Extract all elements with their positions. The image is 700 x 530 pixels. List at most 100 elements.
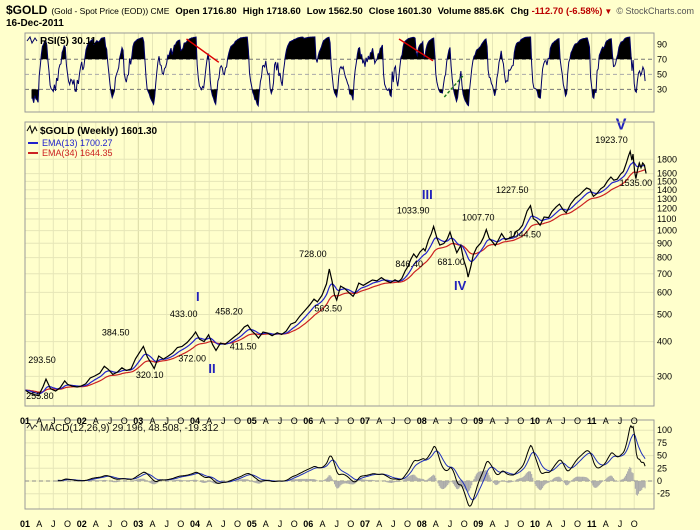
x-axis-label: J — [504, 416, 509, 426]
ema13-label: EMA(13) 1700.27 — [42, 138, 113, 148]
rsi-axis-label: 90 — [657, 39, 667, 49]
quote-high-label: High — [242, 6, 264, 17]
chart-canvas: RSI(5) 30.11 293.50 255.80 384.50 320.10 433.… — [20, 32, 677, 529]
price-panel-border — [24, 121, 655, 407]
x-axis-label: O — [574, 416, 581, 426]
rsi-line — [31, 36, 646, 108]
x-axis-label: 08 — [417, 519, 427, 529]
x-axis-label: J — [504, 519, 509, 529]
price-axis-label: 1200 — [657, 204, 677, 214]
x-axis-label: O — [121, 416, 128, 426]
price-annotation: 320.10 — [136, 370, 164, 380]
wave-label: IV — [454, 278, 467, 293]
wave-label: III — [422, 187, 433, 202]
chart-header: $GOLD (Gold - Spot Price (EOD)) CME Open… — [0, 0, 700, 30]
x-axis-label: A — [546, 519, 552, 529]
price-annotation: 728.00 — [299, 249, 327, 259]
price-annotation: 1044.50 — [509, 229, 542, 239]
price-title: $GOLD (Weekly) 1601.30 — [40, 126, 158, 137]
x-axis-label: O — [517, 416, 524, 426]
annotation-trendline — [443, 73, 465, 98]
annotation-trendline — [398, 38, 434, 62]
change-direction-icon: ▼ — [604, 7, 613, 16]
macd-axis-label: 100 — [657, 425, 672, 435]
rsi-overbought-fill — [31, 36, 646, 60]
wave-label: V — [616, 117, 627, 134]
quote-open-label: Open — [175, 6, 200, 17]
x-axis-label: O — [631, 416, 638, 426]
price-annotation: 372.00 — [178, 353, 206, 363]
x-axis-label: O — [347, 416, 354, 426]
x-axis-label: A — [206, 416, 212, 426]
price-annotation: 681.00 — [437, 257, 465, 267]
price-axis-label: 1100 — [657, 214, 676, 224]
price-annotation: 255.80 — [26, 391, 54, 401]
price-axis-label: 700 — [657, 269, 672, 279]
price-annotation: 293.50 — [28, 355, 56, 365]
quote-open: Open 1716.80 — [175, 6, 236, 17]
rsi-panel-border — [24, 32, 655, 113]
x-axis-label: O — [404, 416, 411, 426]
quote-volume: Volume 885.6K — [438, 6, 505, 17]
price-annotation: 458.20 — [215, 307, 243, 317]
rsi-panel: RSI(5) 30.11 — [24, 32, 655, 113]
ema34-label: EMA(34) 1644.35 — [42, 148, 113, 158]
macd-series-group — [57, 424, 646, 507]
x-axis-label: O — [64, 416, 71, 426]
x-axis-label: 01 — [20, 416, 30, 426]
x-axis-label: A — [433, 519, 439, 529]
price-series-icon — [26, 124, 38, 135]
x-axis-label: J — [164, 519, 169, 529]
price-series-group — [25, 149, 647, 397]
x-axis-label: J — [391, 416, 396, 426]
x-axis-label: 07 — [360, 519, 370, 529]
x-axis-label: A — [489, 519, 495, 529]
x-axis-label: 07 — [360, 416, 370, 426]
x-axis-label: 10 — [530, 519, 540, 529]
x-axis-label: O — [177, 519, 184, 529]
x-axis-label: A — [149, 519, 155, 529]
price-axis-label: 1600 — [657, 169, 677, 179]
quote-low-value: 1562.50 — [328, 6, 363, 17]
macd-axis-label: 75 — [657, 438, 667, 448]
x-axis-label: J — [108, 416, 113, 426]
x-axis-label: O — [517, 519, 524, 529]
x-axis-label: O — [631, 519, 638, 529]
x-axis-label: 10 — [530, 416, 540, 426]
price-annotation: 433.00 — [170, 309, 198, 319]
x-axis-label: J — [448, 416, 453, 426]
date-row: 16-Dec-2011 — [6, 18, 694, 29]
x-axis-label: O — [347, 519, 354, 529]
quote-change-label: Chg — [510, 6, 529, 17]
price-axis-label: 500 — [657, 310, 672, 320]
vertical-gridlines — [38, 420, 635, 509]
x-axis-label: 11 — [587, 416, 597, 426]
x-axis-label: O — [121, 519, 128, 529]
annotation-trendline — [186, 38, 220, 63]
chart-date: 16-Dec-2011 — [6, 18, 64, 29]
rsi-axis-label: 70 — [657, 54, 667, 64]
x-axis-label: A — [376, 519, 382, 529]
x-axis-label: O — [291, 519, 298, 529]
x-axis-label: 06 — [303, 519, 313, 529]
x-axis-label: J — [561, 416, 566, 426]
x-axis-label: A — [93, 416, 99, 426]
x-axis-label: J — [618, 416, 623, 426]
macd-axis-label: 25 — [657, 463, 667, 473]
x-axis-label: O — [461, 416, 468, 426]
x-axis-label: 04 — [190, 519, 200, 529]
x-axis-label: 02 — [77, 416, 87, 426]
x-axis-label: A — [376, 416, 382, 426]
price-annotation: 1227.50 — [496, 185, 529, 195]
x-axis-label: A — [433, 416, 439, 426]
copyright: © StockCharts.com — [616, 6, 694, 16]
x-axis-label: A — [93, 519, 99, 529]
x-axis-label: A — [36, 416, 42, 426]
price-annotation: 1007.70 — [462, 213, 495, 223]
x-axis-label: O — [291, 416, 298, 426]
quote-open-value: 1716.80 — [202, 6, 237, 17]
quote-high: High 1718.60 — [243, 6, 301, 17]
quote-volume-value: 885.6K — [473, 6, 505, 17]
macd-icon — [26, 422, 38, 431]
